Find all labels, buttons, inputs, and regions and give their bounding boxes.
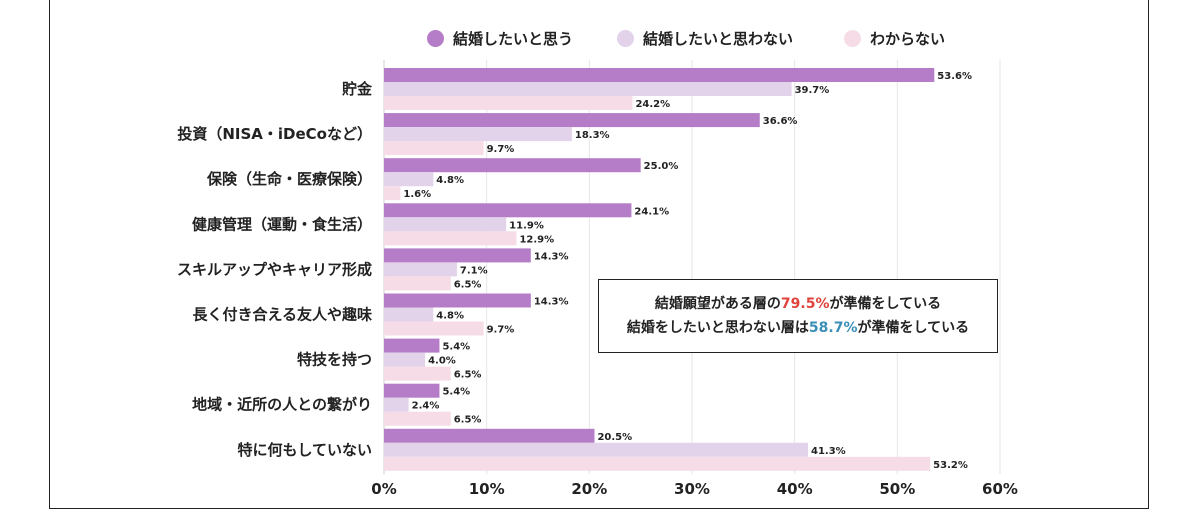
- bar: [384, 352, 426, 367]
- data-label: 53.6%: [937, 71, 972, 82]
- bar: [384, 338, 440, 353]
- data-label: 4.8%: [436, 311, 464, 322]
- data-label: 11.9%: [509, 220, 544, 231]
- category-label: 保険（生命・医療保険）: [206, 170, 372, 188]
- legend-label: わからない: [870, 29, 946, 48]
- legend-label: 結婚したいと思わない: [643, 29, 794, 48]
- bar: [384, 82, 792, 96]
- data-label: 5.4%: [442, 342, 470, 353]
- data-label: 39.7%: [795, 85, 830, 96]
- data-label: 6.5%: [454, 415, 482, 426]
- x-tick-label: 60%: [982, 480, 1018, 498]
- data-label: 9.7%: [487, 325, 515, 336]
- legend-item: わからない: [844, 26, 945, 50]
- bar: [384, 141, 484, 156]
- data-label: 2.4%: [412, 401, 440, 412]
- data-label: 20.5%: [597, 432, 632, 443]
- bar: [384, 428, 595, 443]
- data-label: 41.3%: [811, 446, 846, 457]
- category-label: 長く付き合える友人や趣味: [192, 306, 372, 324]
- bar: [384, 217, 507, 232]
- bar: [384, 127, 572, 142]
- bar: [384, 397, 409, 412]
- data-label: 5.4%: [442, 387, 470, 398]
- data-label: 53.2%: [933, 460, 968, 471]
- category-label: 投資（NISA・iDeCoなど）: [177, 125, 372, 143]
- annotation-line-2-after: が準備をしている: [857, 320, 970, 336]
- legend-item: 結婚したいと思う: [427, 26, 573, 50]
- category-label: 健康管理（運動・食生活）: [192, 215, 372, 233]
- x-tick-label: 20%: [571, 480, 607, 498]
- annotation-line-1: 結婚願望がある層の79.5%が準備をしている: [655, 292, 941, 316]
- annotation-line-2: 結婚をしたいと思わない層は58.7%が準備をしている: [627, 316, 969, 340]
- bar: [384, 113, 760, 128]
- category-label: 貯金: [342, 80, 373, 98]
- bar: [384, 172, 434, 187]
- legend: 結婚したいと思う 結婚したいと思わない わからない: [0, 26, 1200, 50]
- x-tick-label: 0%: [371, 480, 396, 498]
- bar: [384, 321, 484, 336]
- x-tick-label: 50%: [879, 480, 915, 498]
- annotation-line-1-after: が準備をしている: [829, 296, 942, 312]
- legend-swatch: [617, 29, 634, 47]
- data-label: 25.0%: [644, 161, 679, 172]
- annotation-line-1-before: 結婚願望がある層の: [654, 296, 781, 312]
- annotation-box: 結婚願望がある層の79.5%が準備をしている 結婚をしたいと思わない層は58.7…: [598, 279, 998, 353]
- data-label: 7.1%: [460, 265, 488, 276]
- legend-swatch: [427, 29, 444, 47]
- bar: [384, 276, 451, 291]
- bar: [384, 68, 935, 82]
- data-label: 14.3%: [534, 251, 569, 262]
- bar: [384, 231, 517, 246]
- data-label: 24.1%: [634, 206, 669, 217]
- data-label: 4.8%: [436, 175, 464, 186]
- category-label: 地域・近所の人との繋がり: [192, 396, 372, 414]
- bar: [384, 186, 401, 201]
- bar: [384, 456, 931, 471]
- legend-item: 結婚したいと思わない: [617, 26, 793, 50]
- data-label: 9.7%: [487, 144, 515, 155]
- category-label: 特に何もしていない: [237, 441, 372, 459]
- bar: [384, 366, 451, 381]
- data-label: 24.2%: [635, 99, 670, 110]
- bar: [384, 262, 457, 277]
- data-label: 6.5%: [454, 279, 482, 290]
- annotation-line-2-before: 結婚をしたいと思わない層は: [626, 320, 809, 336]
- annotation-line-1-highlight: 79.5%: [780, 296, 830, 312]
- category-label: 特技を持つ: [297, 351, 372, 369]
- legend-label: 結婚したいと思う: [453, 29, 574, 48]
- data-label: 6.5%: [454, 370, 482, 381]
- data-label: 36.6%: [763, 116, 798, 127]
- bar: [384, 383, 440, 398]
- bar: [384, 96, 633, 110]
- bar: [384, 158, 641, 173]
- category-label: スキルアップやキャリア形成: [177, 260, 372, 278]
- bar: [384, 203, 632, 218]
- bar: [384, 248, 531, 263]
- x-tick-label: 40%: [777, 480, 813, 498]
- data-label: 14.3%: [534, 297, 569, 308]
- data-label: 1.6%: [403, 189, 431, 200]
- bar: [384, 411, 451, 426]
- data-label: 12.9%: [519, 234, 554, 245]
- x-tick-label: 10%: [469, 480, 505, 498]
- annotation-line-2-highlight: 58.7%: [808, 320, 858, 336]
- data-label: 4.0%: [428, 356, 456, 367]
- bar: [384, 293, 531, 308]
- x-tick-label: 30%: [674, 480, 710, 498]
- bar: [384, 307, 434, 322]
- bar: [384, 442, 809, 457]
- legend-swatch: [844, 29, 861, 47]
- data-label: 18.3%: [575, 130, 610, 141]
